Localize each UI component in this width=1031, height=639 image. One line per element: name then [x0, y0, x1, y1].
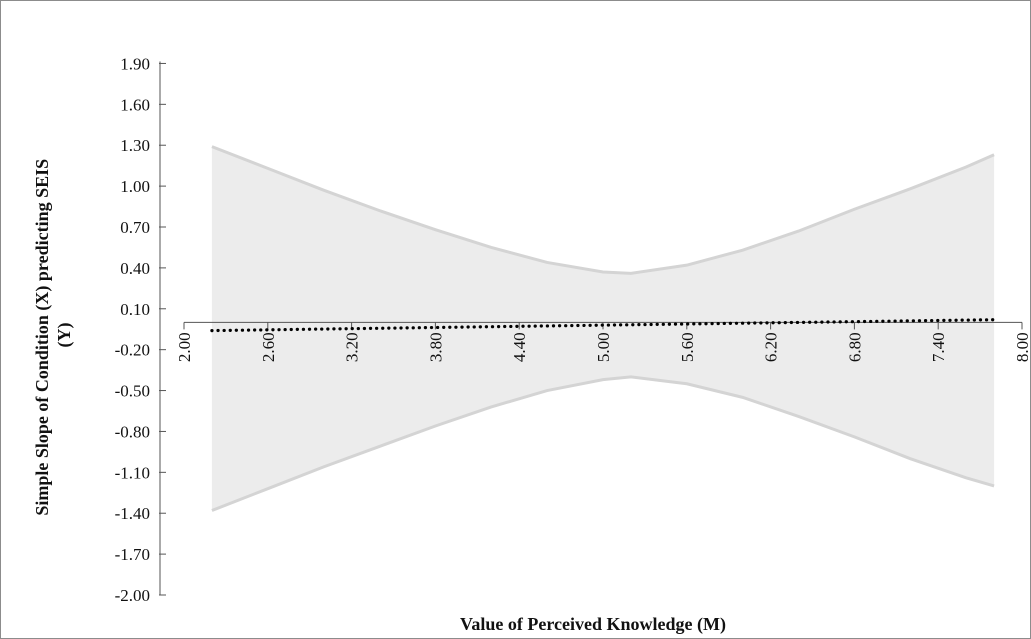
lower-confidence-line [211, 375, 995, 512]
x-tick-label: 2.60 [259, 332, 278, 362]
tick-label-layer: 1.90 1.60 1.30 1.00 0.70 0.40 0.10 -0.20 -0.50 -0… [115, 54, 1031, 605]
x-axis-title: Value of Perceived Knowledge (M) [460, 614, 726, 635]
y-tick-label: 0.70 [120, 218, 150, 237]
y-tick-label: 1.60 [120, 95, 150, 114]
x-tick-label: 5.60 [678, 332, 697, 362]
y-tick-label: -0.20 [115, 341, 150, 360]
upper-confidence-line [211, 145, 995, 275]
y-tick-label: 0.10 [120, 300, 150, 319]
y-axis-title-line-1: Simple Slope of Condition (X) predicting… [32, 159, 53, 516]
x-tick-label: 6.20 [762, 332, 781, 362]
x-tick-label: 2.00 [175, 332, 194, 362]
y-axis-title: Simple Slope of Condition (X) predicting… [32, 154, 75, 516]
y-tick-label: -0.80 [115, 422, 150, 441]
y-tick-label: -1.40 [115, 504, 150, 523]
y-tick-label: 1.30 [120, 136, 150, 155]
y-tick-label: -1.10 [115, 463, 150, 482]
y-tick-label: 1.90 [120, 54, 150, 73]
simple-slope-line [210, 318, 996, 333]
simple-slope-layer [210, 318, 996, 333]
y-tick-label: 0.40 [120, 259, 150, 278]
y-tick-label: -1.70 [115, 545, 150, 564]
x-tick-label: 3.80 [426, 332, 445, 362]
x-tick-label: 6.80 [845, 332, 864, 362]
x-tick-label: 3.20 [343, 332, 362, 362]
y-tick-label: -2.00 [115, 586, 150, 605]
x-tick-label: 4.40 [510, 332, 529, 362]
x-tick-label: 8.00 [1013, 332, 1031, 362]
x-tick-label: 5.00 [594, 332, 613, 362]
y-tick-label: 1.00 [120, 177, 150, 196]
x-tick-label: 7.40 [929, 332, 948, 362]
svg-text:Simple Slope of Condition (X): Simple Slope of Condition (X) predicting… [32, 154, 75, 515]
y-axis-title-line-2: (Y) [54, 323, 75, 348]
y-tick-label: -0.50 [115, 382, 150, 401]
